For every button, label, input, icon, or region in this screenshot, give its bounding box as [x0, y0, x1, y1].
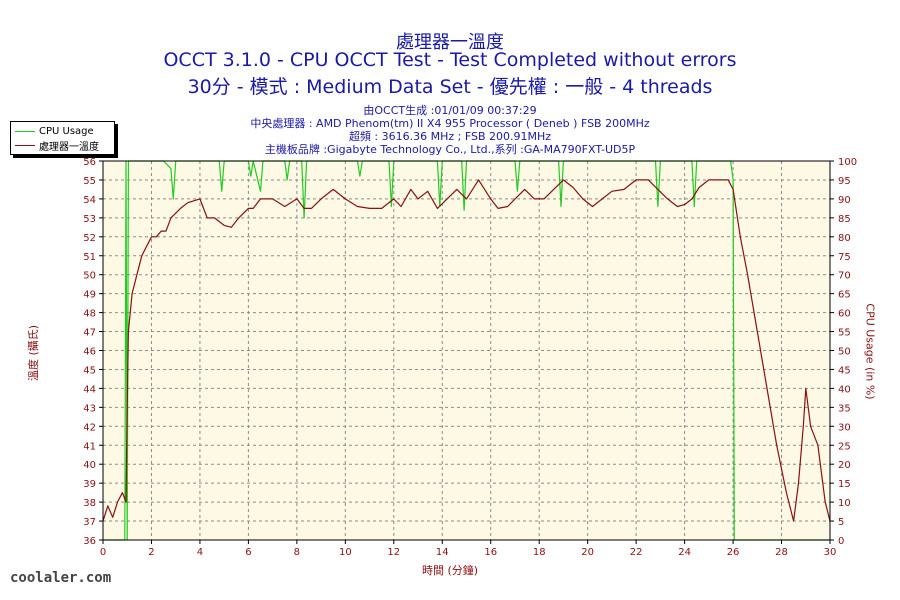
x-tick-label: 24 [678, 547, 691, 558]
y2-tick-label: 15 [838, 479, 851, 490]
y-tick-label: 36 [83, 536, 96, 547]
x-axis-label: 時間 (分鐘) [421, 564, 479, 577]
y2-tick-label: 75 [838, 252, 851, 263]
y-tick-label: 47 [83, 328, 96, 339]
x-tick-label: 2 [148, 547, 154, 558]
y-tick-label: 50 [83, 271, 96, 282]
y2-tick-label: 10 [838, 498, 851, 509]
legend: CPU Usage 處理器一溫度 [10, 121, 115, 155]
y-tick-label: 51 [83, 252, 96, 263]
y2-tick-label: 65 [838, 290, 851, 301]
y-tick-label: 43 [83, 403, 96, 414]
y-tick-label: 39 [83, 479, 96, 490]
y2-tick-label: 90 [838, 195, 851, 206]
legend-item-cpu-usage: CPU Usage [15, 124, 94, 138]
x-tick-label: 6 [245, 547, 251, 558]
y-tick-label: 46 [83, 347, 96, 358]
y2-tick-label: 50 [838, 347, 851, 358]
y-tick-label: 38 [83, 498, 96, 509]
y-tick-label: 45 [83, 365, 96, 376]
legend-label-cpu-usage: CPU Usage [39, 125, 94, 137]
x-tick-label: 16 [484, 547, 497, 558]
y-tick-label: 40 [83, 460, 96, 471]
y-tick-label: 56 [83, 157, 96, 168]
y-tick-label: 52 [83, 233, 96, 244]
y2-tick-label: 25 [838, 441, 851, 452]
x-tick-label: 20 [581, 547, 594, 558]
legend-item-temperature: 處理器一溫度 [15, 138, 99, 153]
y2-tick-label: 80 [838, 233, 851, 244]
info-overclock: 超頻 : 3616.36 MHz ; FSB 200.91MHz [348, 130, 552, 143]
x-tick-label: 14 [436, 547, 449, 558]
x-tick-label: 10 [339, 547, 352, 558]
y2-tick-label: 5 [838, 517, 844, 528]
x-tick-label: 28 [775, 547, 788, 558]
x-tick-label: 4 [197, 547, 203, 558]
y-tick-label: 41 [83, 441, 96, 452]
series-line-temperature [102, 179, 831, 522]
y2-tick-label: 0 [838, 536, 844, 547]
x-tick-label: 12 [387, 547, 400, 558]
y-tick-label: 42 [83, 422, 96, 433]
chart-subtitle-mode: 30分 - 模式 : Medium Data Set - 優先權 : 一般 - … [187, 76, 713, 98]
legend-label-temperature: 處理器一溫度 [39, 141, 99, 153]
y2-tick-label: 85 [838, 214, 851, 225]
legend-swatch-temperature [15, 144, 35, 146]
y2-tick-label: 45 [838, 365, 851, 376]
x-tick-label: 18 [533, 547, 546, 558]
y2-tick-label: 20 [838, 460, 851, 471]
y2-tick-label: 55 [838, 328, 851, 339]
plot-frame [102, 160, 831, 541]
y-tick-label: 55 [83, 176, 96, 187]
legend-swatch-cpu-usage [15, 130, 35, 132]
chart-title: 處理器一溫度 [396, 32, 504, 53]
y2-tick-label: 60 [838, 309, 851, 320]
chart-subtitle-test: OCCT 3.1.0 - CPU OCCT Test - Test Comple… [163, 49, 737, 71]
y-tick-label: 37 [83, 517, 96, 528]
y2-tick-label: 35 [838, 403, 851, 414]
y-tick-label: 44 [83, 384, 96, 395]
watermark: coolaler.com [10, 570, 112, 586]
y-tick-label: 53 [83, 214, 96, 225]
y-axis-label: 溫度 (攝氏) [27, 324, 40, 382]
y2-tick-label: 70 [838, 271, 851, 282]
info-cpu: 中央處理器 : AMD Phenom(tm) II X4 955 Process… [250, 117, 650, 130]
y2-tick-label: 100 [838, 157, 857, 168]
y-tick-label: 49 [83, 290, 96, 301]
y2-tick-label: 40 [838, 384, 851, 395]
x-tick-label: 22 [630, 547, 643, 558]
y2-tick-label: 30 [838, 422, 851, 433]
x-tick-label: 30 [824, 547, 837, 558]
y-tick-label: 48 [83, 309, 96, 320]
y2-tick-label: 95 [838, 176, 851, 187]
info-motherboard: 主機板品牌 :Gigabyte Technology Co., Ltd.,系列 … [264, 143, 636, 156]
x-tick-label: 8 [294, 547, 300, 558]
info-generated: 由OCCT生成 :01/01/09 00:37:29 [363, 104, 537, 117]
y-tick-label: 54 [83, 195, 96, 206]
y2-axis-label: CPU Usage (in %) [863, 303, 877, 400]
x-tick-label: 0 [100, 547, 106, 558]
x-tick-label: 26 [727, 547, 740, 558]
